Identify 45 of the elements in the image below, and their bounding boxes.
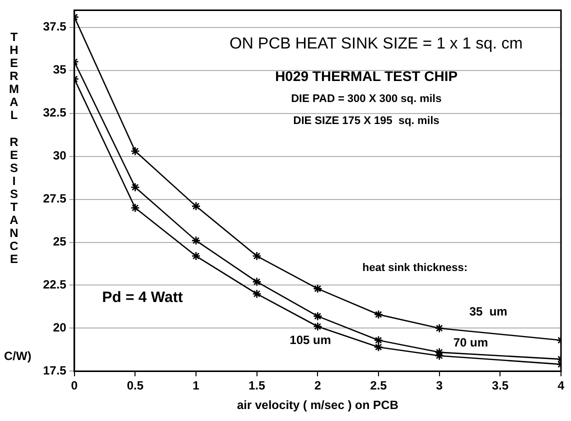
x-tick-label: 2 [314,378,322,393]
y-tick-label: 35 [52,62,67,77]
x-axis-title: air velocity ( m/sec ) on PCB [236,398,399,412]
point [374,310,384,320]
y-tick-label: 37.5 [42,20,67,34]
legend-title: heat sink thickness: [362,262,468,274]
point [191,236,201,246]
x-tick-label: 3 [436,378,443,393]
point [130,146,140,156]
y-tick-label: 25 [52,234,67,249]
annotation: DIE PAD = 300 X 300 sq. mils [291,93,442,106]
x-tick-label: 0 [71,378,78,393]
series-label: 70 um [453,336,488,350]
point [374,342,384,352]
y-tick-label: 27.5 [42,192,67,206]
point [313,284,322,294]
annotation: Pd = 4 Watt [102,289,183,306]
point [191,202,201,211]
x-tick-label: 4 [558,378,565,393]
series-label: 105 um [290,332,332,347]
point [374,336,384,345]
text: THERMAL RESISTANCE C/W) [4,30,32,363]
point [313,312,322,321]
y-tick-label: 22.5 [42,278,67,292]
point [130,203,140,213]
point [191,251,201,261]
point [252,277,262,286]
x-tick-label: 3.5 [492,378,509,393]
x-tick-label: 2.5 [370,378,388,393]
annotation: DIE SIZE 175 X 195 sq. mils [293,115,440,128]
point [130,182,140,192]
y-tick-label: 20 [52,320,67,335]
x-tick-label: 1 [192,378,200,393]
text: ON PCB HEAT SINK SIZE = 1 x 1 sq. cm [229,36,523,53]
point [313,322,322,332]
x-tick-label: 0.5 [126,378,144,393]
annotation: H029 THERMAL TEST CHIP [275,68,458,84]
y-tick-label: 30 [52,148,67,163]
series-label: 35 um [469,304,508,319]
x-tick-label: 1.5 [248,378,266,393]
point [252,289,262,298]
point [252,251,262,261]
point [434,324,444,333]
y-tick-label: 17.5 [42,364,67,378]
y-tick-label: 32.5 [42,106,67,120]
